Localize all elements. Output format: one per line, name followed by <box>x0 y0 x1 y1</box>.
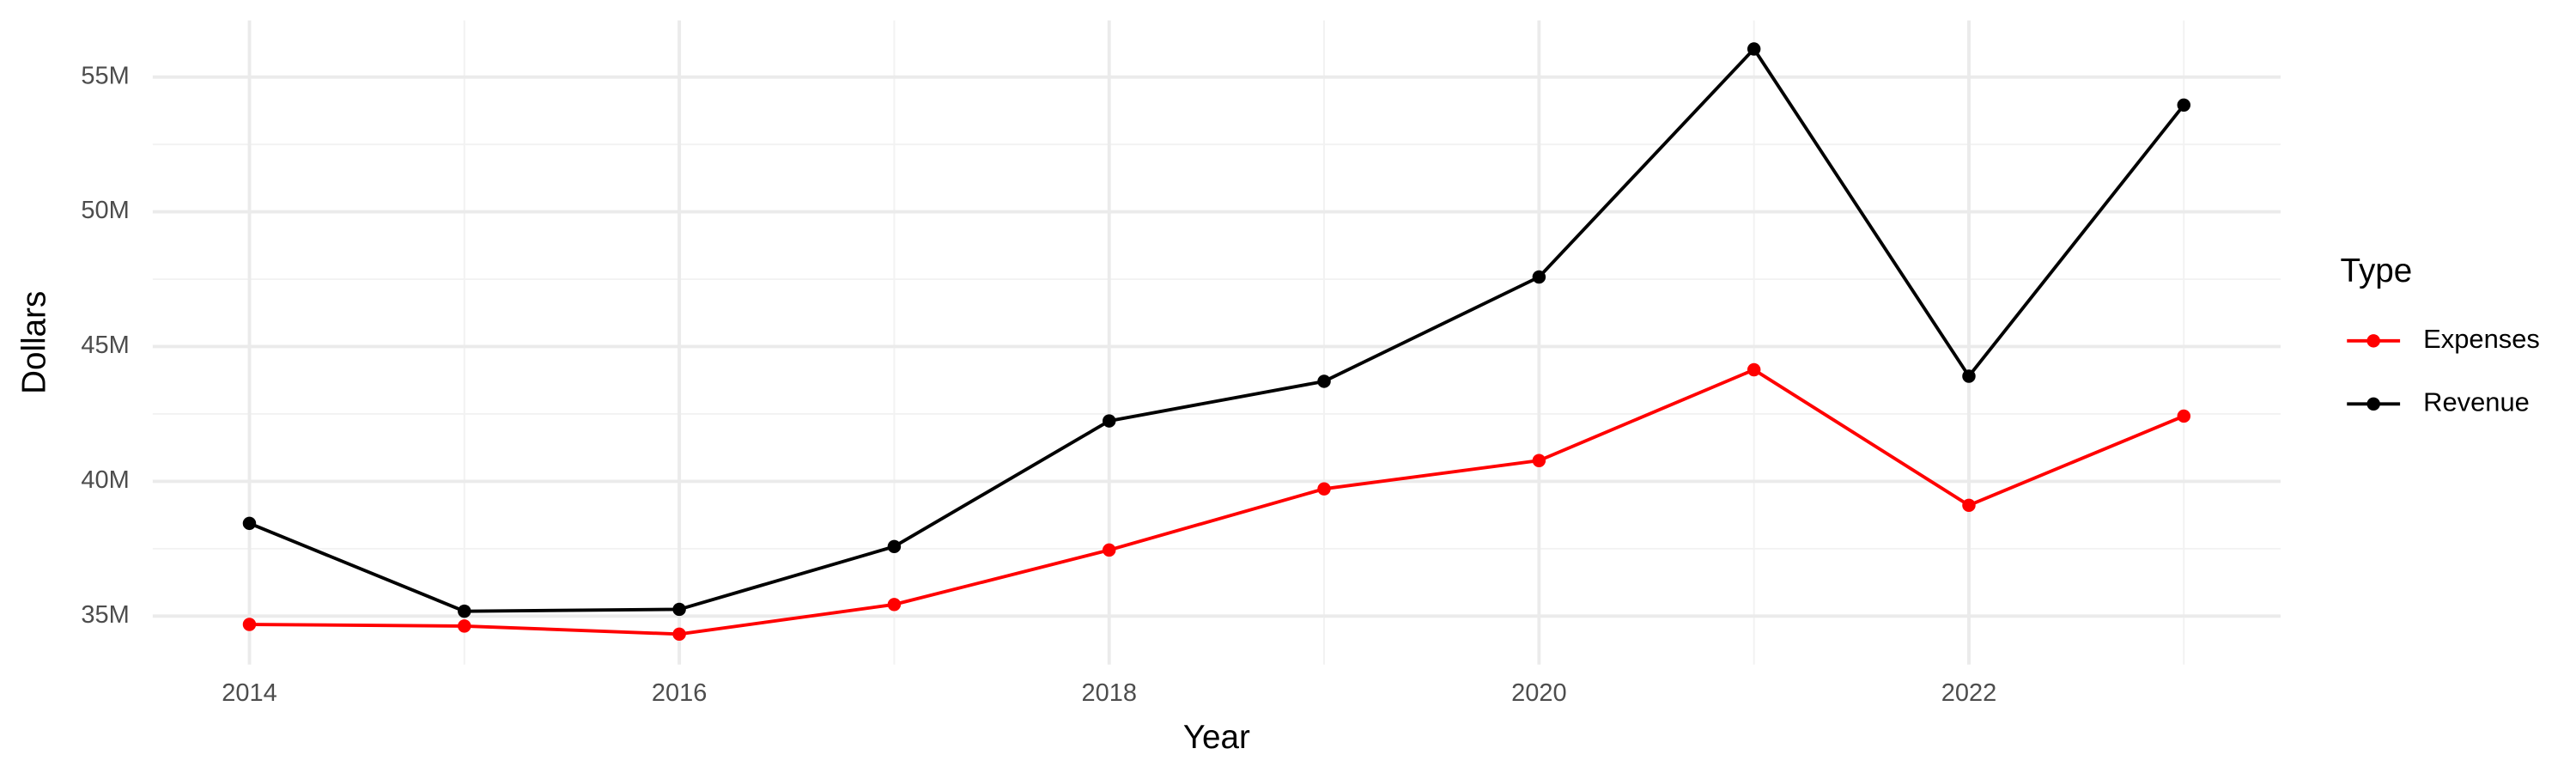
data-point <box>2177 98 2191 113</box>
series-line <box>249 368 2185 636</box>
data-point <box>242 516 257 531</box>
data-point <box>458 619 471 633</box>
y-axis-title: Dollars <box>16 291 53 394</box>
series-line <box>248 46 2185 613</box>
data-point <box>1532 270 1546 284</box>
data-point <box>1747 362 1761 377</box>
data-point <box>672 602 686 617</box>
data-point <box>458 604 471 618</box>
legend-marker <box>2366 397 2380 411</box>
y-tick-label: 35M <box>81 601 129 629</box>
x-tick-label: 2020 <box>1511 679 1566 707</box>
legend-title: Type <box>2341 253 2413 289</box>
data-point <box>1102 414 1116 428</box>
y-tick-label: 55M <box>81 62 129 89</box>
data-point <box>1102 543 1116 557</box>
x-tick-label: 2022 <box>1941 679 1996 707</box>
data-point <box>1317 482 1331 496</box>
legend-marker <box>2366 334 2380 348</box>
data-point <box>2177 409 2191 423</box>
x-tick-label: 2016 <box>652 679 707 707</box>
data-point <box>1962 369 1976 383</box>
data-point <box>1962 498 1976 513</box>
y-tick-label: 50M <box>81 197 129 224</box>
data-point <box>887 539 902 554</box>
data-point <box>1317 374 1331 388</box>
data-point <box>242 618 257 631</box>
data-point <box>1747 42 1761 56</box>
data-point <box>1532 453 1546 467</box>
legend-label: Expenses <box>2423 324 2540 354</box>
x-axis-title: Year <box>1183 719 1250 756</box>
legend-label: Revenue <box>2423 386 2530 417</box>
y-tick-label: 45M <box>81 332 129 359</box>
x-tick-label: 2014 <box>222 679 276 707</box>
data-point <box>672 627 686 642</box>
y-tick-label: 40M <box>81 466 129 494</box>
x-tick-label: 2018 <box>1081 679 1136 707</box>
data-point <box>887 598 902 612</box>
